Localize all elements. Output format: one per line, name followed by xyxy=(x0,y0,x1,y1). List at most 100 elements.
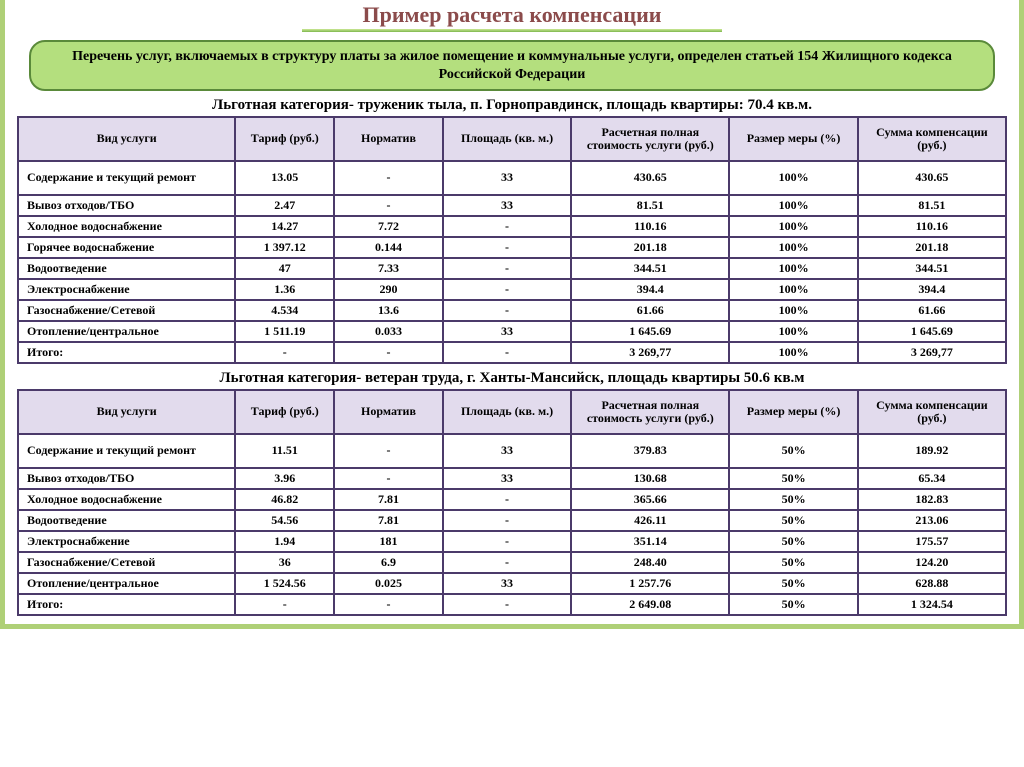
cell-pct: 100% xyxy=(729,161,857,195)
cell-tarif: 4.534 xyxy=(235,300,334,321)
cell-area: - xyxy=(443,489,571,510)
cell-area: - xyxy=(443,594,571,615)
table-row: Газоснабжение/Сетевой4.53413.6-61.66100%… xyxy=(18,300,1006,321)
cell-tarif: 54.56 xyxy=(235,510,334,531)
cell-svc: Холодное водоснабжение xyxy=(18,489,235,510)
cell-area: - xyxy=(443,342,571,363)
th-cost: Расчетная полная стоимость услуги (руб.) xyxy=(571,390,729,434)
cell-cost: 61.66 xyxy=(571,300,729,321)
table-row: Электроснабжение1.94181-351.1450%175.57 xyxy=(18,531,1006,552)
table2-head: Вид услуги Тариф (руб.) Норматив Площадь… xyxy=(18,390,1006,434)
th-area: Площадь (кв. м.) xyxy=(443,117,571,161)
table1: Вид услуги Тариф (руб.) Норматив Площадь… xyxy=(17,116,1007,364)
th-cost: Расчетная полная стоимость услуги (руб.) xyxy=(571,117,729,161)
cell-tarif: - xyxy=(235,342,334,363)
cell-norm: - xyxy=(334,468,443,489)
cell-svc: Итого: xyxy=(18,342,235,363)
cell-cost: 351.14 xyxy=(571,531,729,552)
table2-body: Содержание и текущий ремонт11.51-33379.8… xyxy=(18,434,1006,615)
table1-caption: Льготная категория- труженик тыла, п. Го… xyxy=(13,97,1011,114)
table1-body: Содержание и текущий ремонт13.05-33430.6… xyxy=(18,161,1006,363)
cell-tarif: 1.94 xyxy=(235,531,334,552)
cell-svc: Холодное водоснабжение xyxy=(18,216,235,237)
cell-sum: 182.83 xyxy=(858,489,1006,510)
cell-svc: Горячее водоснабжение xyxy=(18,237,235,258)
cell-cost: 201.18 xyxy=(571,237,729,258)
table-row: Итого:---3 269,77100%3 269,77 xyxy=(18,342,1006,363)
cell-svc: Содержание и текущий ремонт xyxy=(18,161,235,195)
table2-wrap: Вид услуги Тариф (руб.) Норматив Площадь… xyxy=(17,389,1007,616)
cell-norm: 6.9 xyxy=(334,552,443,573)
table-row: Холодное водоснабжение14.277.72-110.1610… xyxy=(18,216,1006,237)
cell-tarif: 3.96 xyxy=(235,468,334,489)
cell-sum: 65.34 xyxy=(858,468,1006,489)
cell-svc: Электроснабжение xyxy=(18,531,235,552)
table-row: Отопление/центральное1 524.560.025331 25… xyxy=(18,573,1006,594)
cell-svc: Отопление/центральное xyxy=(18,573,235,594)
cell-pct: 100% xyxy=(729,237,857,258)
table-row: Вывоз отходов/ТБО2.47-3381.51100%81.51 xyxy=(18,195,1006,216)
cell-sum: 124.20 xyxy=(858,552,1006,573)
cell-pct: 100% xyxy=(729,195,857,216)
cell-svc: Водоотведение xyxy=(18,510,235,531)
cell-svc: Водоотведение xyxy=(18,258,235,279)
cell-sum: 344.51 xyxy=(858,258,1006,279)
cell-tarif: 11.51 xyxy=(235,434,334,468)
th-norm: Норматив xyxy=(334,117,443,161)
cell-cost: 430.65 xyxy=(571,161,729,195)
cell-cost: 81.51 xyxy=(571,195,729,216)
cell-sum: 628.88 xyxy=(858,573,1006,594)
cell-norm: 7.81 xyxy=(334,489,443,510)
cell-pct: 100% xyxy=(729,300,857,321)
cell-area: - xyxy=(443,552,571,573)
cell-norm: - xyxy=(334,434,443,468)
table-row: Горячее водоснабжение1 397.120.144-201.1… xyxy=(18,237,1006,258)
cell-cost: 248.40 xyxy=(571,552,729,573)
cell-svc: Газоснабжение/Сетевой xyxy=(18,552,235,573)
cell-norm: - xyxy=(334,161,443,195)
table2: Вид услуги Тариф (руб.) Норматив Площадь… xyxy=(17,389,1007,616)
cell-pct: 50% xyxy=(729,434,857,468)
cell-tarif: 1.36 xyxy=(235,279,334,300)
cell-cost: 130.68 xyxy=(571,468,729,489)
cell-svc: Электроснабжение xyxy=(18,279,235,300)
th-pct: Размер меры (%) xyxy=(729,390,857,434)
cell-norm: 7.81 xyxy=(334,510,443,531)
cell-svc: Газоснабжение/Сетевой xyxy=(18,300,235,321)
cell-norm: 0.033 xyxy=(334,321,443,342)
cell-tarif: 1 511.19 xyxy=(235,321,334,342)
cell-sum: 201.18 xyxy=(858,237,1006,258)
cell-sum: 430.65 xyxy=(858,161,1006,195)
cell-tarif: 1 397.12 xyxy=(235,237,334,258)
cell-sum: 110.16 xyxy=(858,216,1006,237)
cell-pct: 100% xyxy=(729,258,857,279)
table-row: Содержание и текущий ремонт11.51-33379.8… xyxy=(18,434,1006,468)
th-svc: Вид услуги xyxy=(18,117,235,161)
page-title: Пример расчета компенсации xyxy=(363,2,662,28)
cell-area: - xyxy=(443,237,571,258)
table-row: Отопление/центральное1 511.190.033331 64… xyxy=(18,321,1006,342)
cell-pct: 100% xyxy=(729,321,857,342)
title-block: Пример расчета компенсации xyxy=(13,2,1011,40)
cell-norm: 7.72 xyxy=(334,216,443,237)
cell-area: - xyxy=(443,510,571,531)
table-row: Содержание и текущий ремонт13.05-33430.6… xyxy=(18,161,1006,195)
cell-cost: 2 649.08 xyxy=(571,594,729,615)
cell-area: 33 xyxy=(443,434,571,468)
cell-sum: 1 645.69 xyxy=(858,321,1006,342)
cell-area: - xyxy=(443,279,571,300)
cell-area: - xyxy=(443,258,571,279)
cell-svc: Итого: xyxy=(18,594,235,615)
cell-svc: Вывоз отходов/ТБО xyxy=(18,468,235,489)
cell-norm: 181 xyxy=(334,531,443,552)
cell-sum: 394.4 xyxy=(858,279,1006,300)
cell-cost: 394.4 xyxy=(571,279,729,300)
cell-sum: 175.57 xyxy=(858,531,1006,552)
th-tarif: Тариф (руб.) xyxy=(235,390,334,434)
cell-svc: Содержание и текущий ремонт xyxy=(18,434,235,468)
cell-tarif: 2.47 xyxy=(235,195,334,216)
cell-sum: 3 269,77 xyxy=(858,342,1006,363)
cell-norm: 290 xyxy=(334,279,443,300)
cell-sum: 1 324.54 xyxy=(858,594,1006,615)
cell-pct: 50% xyxy=(729,531,857,552)
